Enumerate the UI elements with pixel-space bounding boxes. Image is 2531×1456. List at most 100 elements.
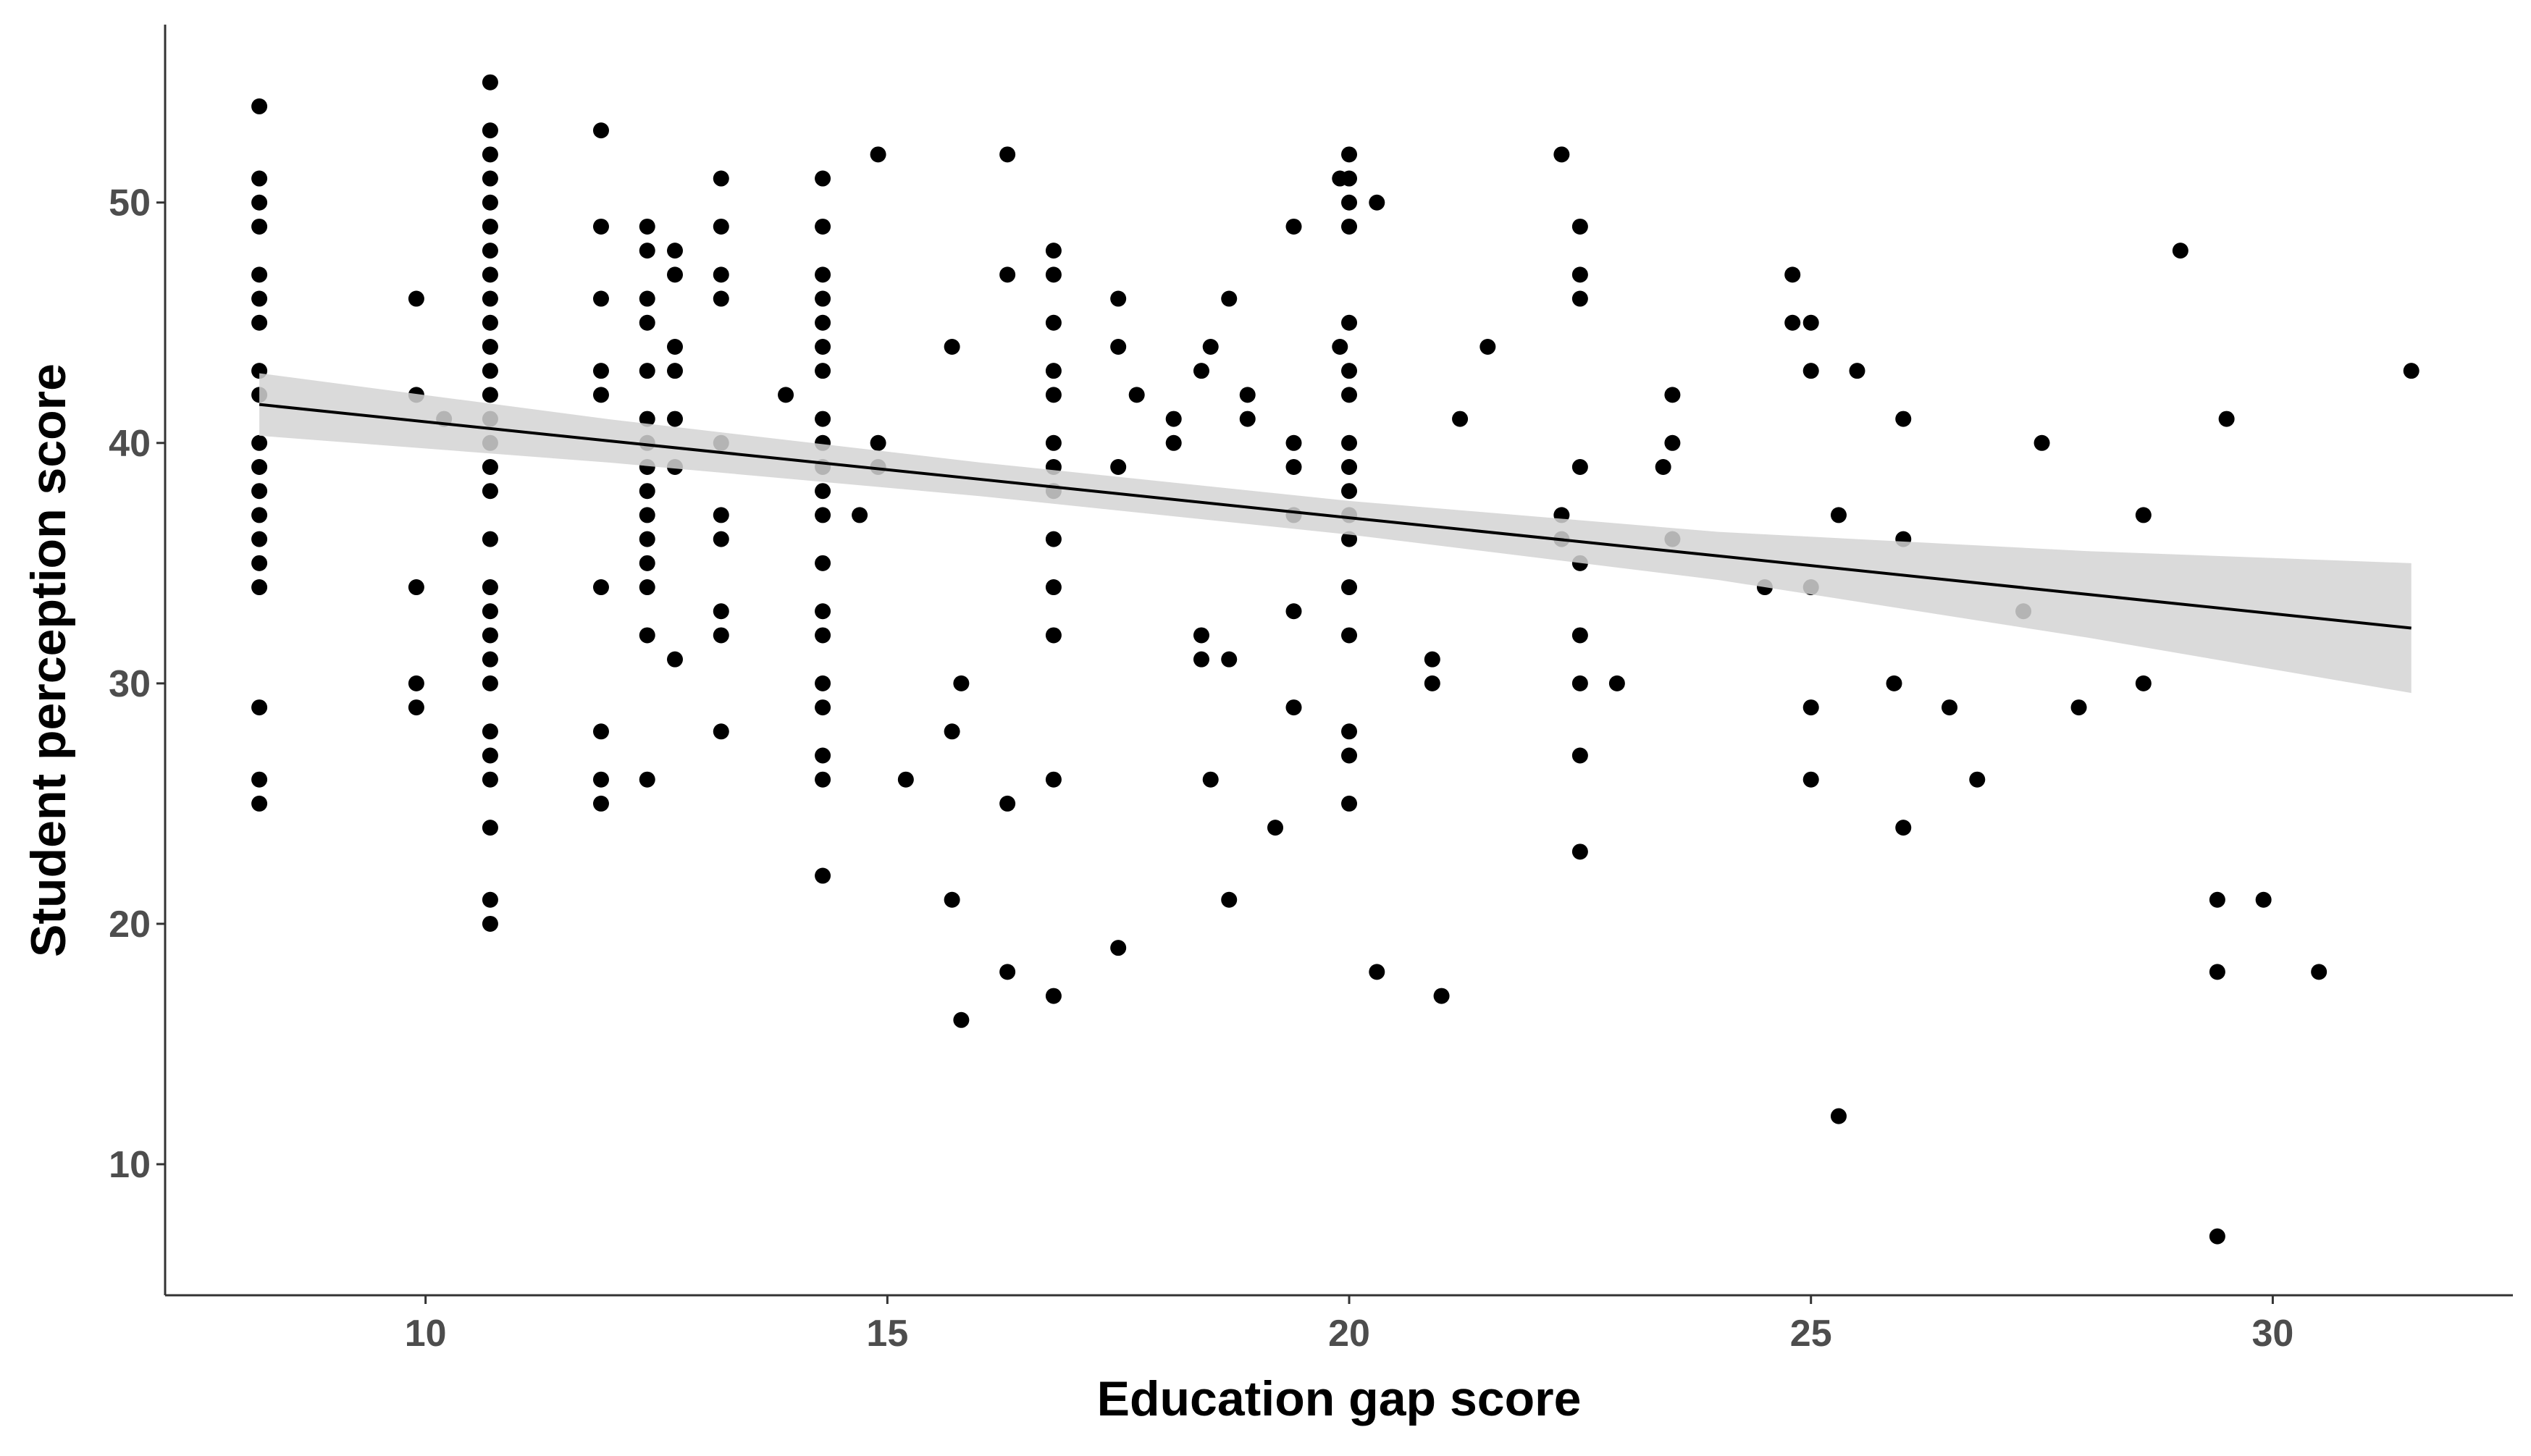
point (1341, 723, 1358, 740)
point (1830, 1108, 1847, 1124)
point (1045, 531, 1062, 547)
point (1424, 675, 1440, 691)
x-axis-title: Education gap score (1097, 1371, 1582, 1426)
point (1110, 338, 1127, 355)
point (1341, 531, 1358, 547)
point (1895, 820, 1912, 836)
point (1341, 146, 1358, 163)
point (1341, 434, 1358, 451)
point (251, 218, 268, 235)
point (251, 170, 268, 187)
point (251, 579, 268, 596)
point (1784, 266, 1801, 283)
point (251, 795, 268, 812)
point (251, 314, 268, 331)
point (852, 507, 868, 523)
point (815, 411, 831, 427)
point (1341, 387, 1358, 403)
point (251, 434, 268, 451)
point (1045, 314, 1062, 331)
point (1341, 747, 1358, 764)
point (713, 627, 729, 644)
point (1285, 699, 1302, 716)
point (592, 363, 609, 379)
point (897, 771, 914, 788)
y-tick-label: 20 (109, 904, 151, 946)
point (482, 483, 498, 500)
y-tick-label: 50 (109, 182, 151, 224)
point (482, 243, 498, 259)
point (482, 459, 498, 476)
point (815, 867, 831, 884)
fit-line (259, 403, 2412, 630)
point (944, 723, 960, 740)
point (713, 218, 729, 235)
point (482, 266, 498, 283)
point (482, 218, 498, 235)
point (251, 555, 268, 571)
point (1285, 603, 1302, 620)
point (482, 122, 498, 139)
point (1802, 363, 1819, 379)
point (592, 218, 609, 235)
point (482, 194, 498, 211)
point (1285, 434, 1302, 451)
point (482, 314, 498, 331)
point (815, 483, 831, 500)
point (251, 459, 268, 476)
point (1285, 218, 1302, 235)
point (2403, 363, 2419, 379)
point (815, 290, 831, 307)
point (815, 555, 831, 571)
point (1341, 170, 1358, 187)
point (815, 627, 831, 644)
point (251, 194, 268, 211)
point (815, 771, 831, 788)
point (1193, 651, 1209, 668)
point (1571, 675, 1588, 691)
point (1341, 579, 1358, 596)
point (1341, 459, 1358, 476)
point (482, 915, 498, 932)
point (1895, 411, 1912, 427)
point (592, 579, 609, 596)
point (639, 771, 655, 788)
point (1045, 579, 1062, 596)
point (999, 146, 1016, 163)
point (1571, 843, 1588, 860)
point (1110, 940, 1127, 956)
point (713, 170, 729, 187)
point (1045, 988, 1062, 1004)
point (1128, 387, 1145, 403)
x-tick-label: 15 (866, 1313, 908, 1355)
point (482, 363, 498, 379)
point (1571, 459, 1588, 476)
point (482, 74, 498, 91)
point (482, 338, 498, 355)
point (639, 411, 655, 427)
point (778, 387, 794, 403)
point (592, 290, 609, 307)
point (1165, 434, 1182, 451)
y-tick-label: 10 (109, 1144, 151, 1186)
x-tick-label: 25 (1790, 1313, 1832, 1355)
point (639, 483, 655, 500)
point (815, 507, 831, 523)
point (1341, 194, 1358, 211)
point (1285, 459, 1302, 476)
point (251, 771, 268, 788)
point (1110, 459, 1127, 476)
point (667, 411, 684, 427)
point (482, 651, 498, 668)
point (251, 699, 268, 716)
point (482, 747, 498, 764)
point (1221, 290, 1238, 307)
point (944, 338, 960, 355)
point (1553, 146, 1570, 163)
point (713, 290, 729, 307)
point (815, 314, 831, 331)
point (953, 675, 970, 691)
point (667, 266, 684, 283)
